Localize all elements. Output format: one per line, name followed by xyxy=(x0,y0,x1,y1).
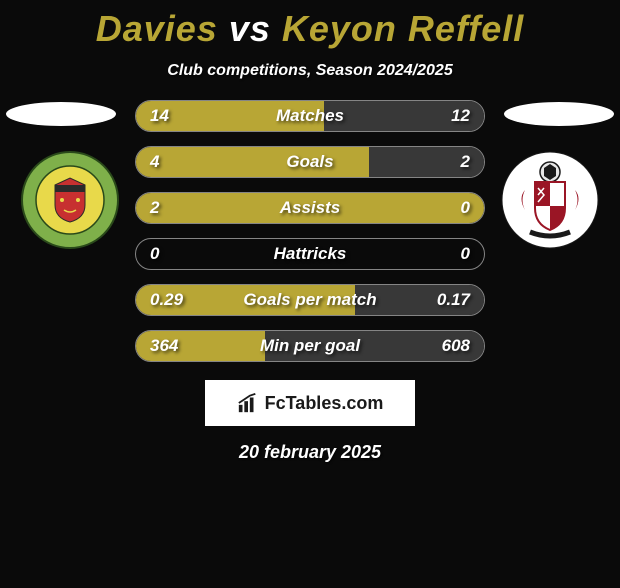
stat-label: Goals xyxy=(136,147,484,177)
stat-row: Min per goal364 608 xyxy=(135,330,485,362)
stat-value-right: 608 xyxy=(442,331,470,361)
brand-text: FcTables.com xyxy=(265,393,384,414)
stat-value-right: 0 xyxy=(461,239,470,269)
player1-platform xyxy=(6,102,116,126)
brand-chart-icon xyxy=(237,392,259,414)
stat-value-left: 364 xyxy=(150,331,178,361)
stat-value-left: 0.29 xyxy=(150,285,183,315)
stat-label: Matches xyxy=(136,101,484,131)
club-badge-right-icon xyxy=(500,150,600,250)
stat-row: Goals4 2 xyxy=(135,146,485,178)
subtitle: Club competitions, Season 2024/2025 xyxy=(0,62,620,80)
stat-row: Matches14 12 xyxy=(135,100,485,132)
player2-platform xyxy=(504,102,614,126)
stat-value-left: 4 xyxy=(150,147,159,177)
comparison-title: Davies vs Keyon Reffell xyxy=(0,8,620,50)
stat-value-left: 0 xyxy=(150,239,159,269)
player1-name: Davies xyxy=(96,8,218,49)
brand-box[interactable]: FcTables.com xyxy=(205,380,415,426)
stats-area: Matches1412Goals42Assists20Hattricks00Go… xyxy=(0,100,620,362)
stat-row: Hattricks0 0 xyxy=(135,238,485,270)
stat-label: Goals per match xyxy=(136,285,484,315)
stat-rows: Matches1412Goals42Assists20Hattricks00Go… xyxy=(135,100,485,362)
stat-value-right: 2 xyxy=(461,147,470,177)
club-badge-left-icon xyxy=(20,150,120,250)
stat-value-right: 12 xyxy=(451,101,470,131)
player2-name: Keyon Reffell xyxy=(282,8,524,49)
date-text: 20 february 2025 xyxy=(0,442,620,463)
vs-text: vs xyxy=(229,8,271,49)
stat-value-right: 0 xyxy=(461,193,470,223)
club-badge-left xyxy=(20,150,120,250)
club-badge-right xyxy=(500,150,600,250)
stat-row: Assists2 0 xyxy=(135,192,485,224)
stat-row: Goals per match0.29 0.17 xyxy=(135,284,485,316)
stat-label: Assists xyxy=(136,193,484,223)
stat-value-right: 0.17 xyxy=(437,285,470,315)
stat-value-left: 2 xyxy=(150,193,159,223)
stat-label: Min per goal xyxy=(136,331,484,361)
stat-value-left: 14 xyxy=(150,101,169,131)
stat-label: Hattricks xyxy=(136,239,484,269)
